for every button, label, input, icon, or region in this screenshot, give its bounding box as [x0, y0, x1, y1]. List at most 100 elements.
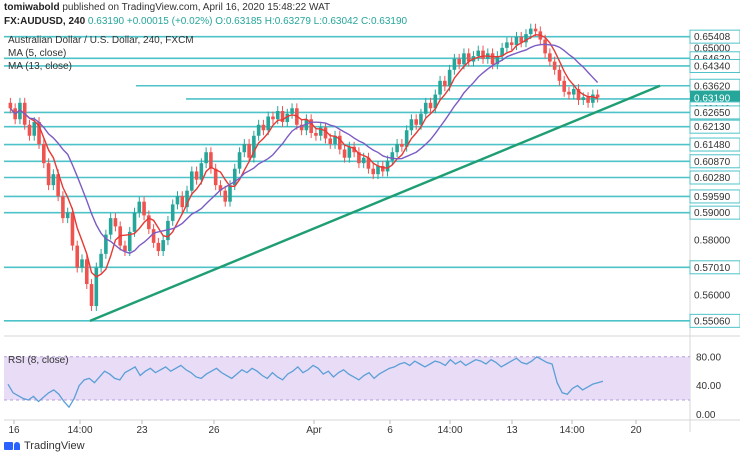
- candle-body: [361, 157, 366, 164]
- candle-body: [280, 111, 285, 123]
- candle-body: [127, 231, 132, 252]
- ma5-legend[interactable]: MA (5, close): [8, 48, 67, 59]
- time-axis-label: 23: [136, 425, 148, 436]
- candle: [366, 152, 371, 174]
- candle: [505, 37, 509, 53]
- candle-body: [218, 185, 223, 191]
- candle: [223, 185, 228, 207]
- candle-body: [548, 53, 552, 62]
- candle-body: [591, 94, 595, 103]
- candle: [266, 111, 270, 136]
- candle-body: [314, 132, 318, 136]
- candle-body: [209, 152, 213, 169]
- candle-body: [462, 53, 466, 65]
- candle-body: [8, 102, 13, 109]
- candle-body: [352, 146, 356, 153]
- symbol-label[interactable]: FX:AUDUSD, 240: [4, 16, 86, 27]
- candle-body: [438, 80, 442, 95]
- rsi-legend[interactable]: RSI (8, close): [8, 355, 69, 366]
- candle: [476, 45, 481, 62]
- candle: [175, 191, 180, 210]
- candle-body: [581, 97, 586, 101]
- candle-body: [70, 212, 75, 246]
- candle: [271, 111, 275, 125]
- candle-body: [161, 240, 165, 252]
- rsi-band: [4, 356, 690, 400]
- candle: [380, 161, 385, 177]
- candle-body: [299, 124, 304, 131]
- candle-body: [271, 116, 275, 120]
- candle: [576, 84, 581, 105]
- candle-body: [18, 102, 22, 120]
- candle: [199, 158, 204, 185]
- candle: [543, 34, 547, 59]
- candle-body: [61, 196, 65, 219]
- candle-body: [290, 108, 294, 114]
- published-text: published on TradingView.com, April 16, …: [62, 2, 331, 13]
- candle-body: [42, 143, 46, 164]
- candle: [108, 213, 113, 240]
- candle-body: [256, 124, 261, 136]
- candle-body: [194, 171, 199, 180]
- candle: [237, 147, 242, 174]
- candle: [400, 139, 404, 152]
- candle: [161, 235, 165, 257]
- candle-body: [395, 143, 399, 153]
- candle-body: [371, 168, 376, 175]
- candle-body: [213, 168, 218, 186]
- candle: [180, 191, 185, 213]
- candle-body: [46, 163, 51, 186]
- ohlc-values: O:0.63185 H:0.63279 L:0.63042 C:0.63190: [215, 16, 408, 27]
- candle: [137, 196, 142, 218]
- candle: [318, 122, 323, 141]
- candle-body: [228, 185, 232, 202]
- candle: [166, 215, 170, 246]
- price-axis-label: 0.63620: [694, 81, 731, 92]
- candle-body: [175, 196, 180, 205]
- ma13-legend[interactable]: MA (13, close): [8, 61, 72, 72]
- candle-body: [104, 234, 108, 254]
- candle: [247, 139, 251, 163]
- candle: [99, 248, 103, 273]
- candle-body: [447, 69, 452, 87]
- candle: [352, 141, 356, 158]
- trendline: [89, 84, 661, 322]
- candle: [142, 196, 146, 221]
- candle: [252, 130, 256, 163]
- candle: [51, 169, 56, 191]
- candle: [438, 75, 442, 100]
- candle: [94, 262, 99, 311]
- candle: [333, 130, 337, 149]
- price-label-box: [689, 137, 740, 152]
- candle-body: [576, 89, 581, 101]
- candle: [75, 240, 80, 273]
- candle: [147, 210, 151, 235]
- candle-body: [423, 102, 428, 114]
- footer-brand[interactable]: TradingView: [24, 440, 85, 452]
- candle: [213, 163, 218, 191]
- candle: [481, 45, 485, 64]
- candle-body: [404, 130, 409, 147]
- candle: [371, 163, 376, 180]
- candle-body: [318, 127, 323, 136]
- candle: [338, 130, 342, 155]
- author-name[interactable]: tomiwabold: [4, 2, 60, 13]
- price-axis-label: 0.60280: [694, 173, 731, 184]
- candle-body: [428, 102, 433, 109]
- candle-body: [457, 58, 461, 65]
- price-axis-label: 0.60870: [694, 157, 731, 168]
- price-label-box: [689, 205, 740, 220]
- candle: [123, 240, 127, 257]
- candle-body: [27, 124, 32, 136]
- time-axis-label: 14:00: [67, 425, 92, 436]
- candle: [170, 199, 175, 226]
- candle: [65, 207, 70, 224]
- candle-body: [466, 53, 471, 62]
- candle-body: [89, 284, 94, 307]
- candle-body: [514, 36, 519, 46]
- price-label-box: [689, 189, 740, 204]
- candle-body: [56, 174, 60, 197]
- candle: [80, 254, 84, 273]
- candle-body: [519, 36, 524, 43]
